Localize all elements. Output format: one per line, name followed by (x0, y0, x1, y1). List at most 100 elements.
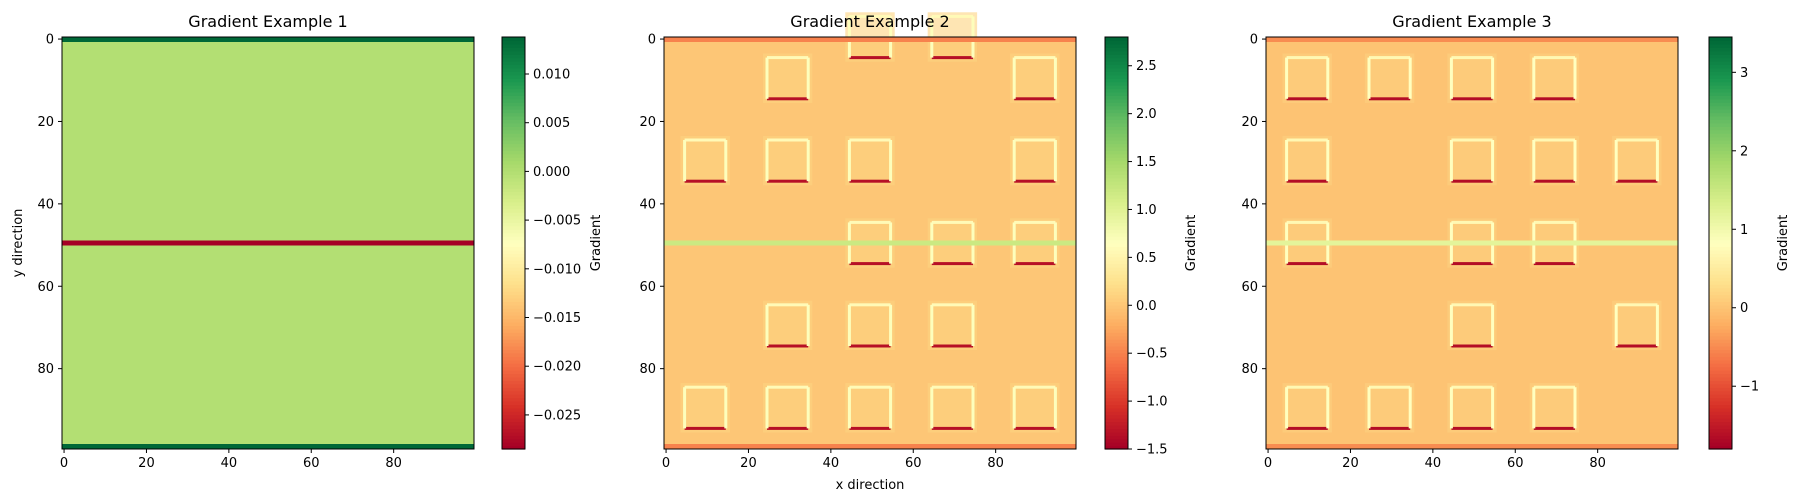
colorbar-segment (502, 277, 525, 282)
cell-edge (971, 304, 975, 346)
colorbar-segment (1709, 315, 1732, 320)
cell-edge (1491, 304, 1495, 346)
cell-edge (1369, 97, 1411, 101)
cell-halo (1529, 383, 1580, 433)
colorbar-segment (1709, 328, 1732, 333)
cell-edge (1533, 56, 1575, 60)
cell-halo (1612, 300, 1662, 351)
colorbar-segment (1709, 373, 1732, 378)
cell-edge (767, 97, 809, 101)
colorbar-segment (1709, 438, 1732, 443)
y-tick-label: 60 (1241, 280, 1258, 295)
colorbar-segment (502, 164, 525, 169)
cell-edge (931, 262, 973, 266)
panel-1: Gradient Example 1 0 20 40 60 80 0 20 40 60 80 y di… (11, 12, 604, 471)
cell-edge (1449, 387, 1453, 429)
colorbar-segment (502, 246, 525, 251)
colorbar-segment (1105, 126, 1128, 131)
colorbar-segment (1105, 366, 1128, 371)
colorbar-segment (502, 352, 525, 357)
colorbar-segment (1709, 54, 1732, 59)
cell-edge (1449, 140, 1453, 182)
colorbar-segment (1105, 280, 1128, 285)
colorbar-segment (1105, 442, 1128, 447)
chart-title: Gradient Example 1 (188, 12, 347, 31)
colorbar-segment (1105, 390, 1128, 395)
colorbar-segment (1709, 335, 1732, 340)
colorbar-segment (1709, 225, 1732, 230)
colorbar-segment (1709, 146, 1732, 151)
colorbar-segment (1105, 284, 1128, 289)
colorbar-segment (1105, 335, 1128, 340)
cell-halo (1529, 135, 1580, 186)
colorbar-segment (1709, 445, 1732, 450)
colorbar-segment (1105, 160, 1128, 165)
colorbar-segment (1709, 383, 1732, 388)
colorbar-segment (1105, 78, 1128, 83)
colorbar-segment (502, 280, 525, 285)
colorbar-segment (502, 318, 525, 323)
cell-edge (1491, 57, 1495, 99)
colorbar-segment (1105, 304, 1128, 309)
colorbar-segment (502, 424, 525, 429)
colorbar-segment (1105, 438, 1128, 443)
colorbar-segment (502, 294, 525, 299)
heatmap-row (62, 240, 474, 246)
colorbar-segment (1709, 280, 1732, 285)
cell-edge (1286, 426, 1328, 430)
colorbar-segment (1709, 356, 1732, 361)
colorbar-segment (1709, 167, 1732, 172)
colorbar-segment (1709, 267, 1732, 272)
colorbar-segment (1709, 387, 1732, 392)
colorbar-segment (1709, 246, 1732, 251)
cell-edge (849, 385, 891, 389)
colorbar-segment (1709, 366, 1732, 371)
colorbar-segment (1709, 164, 1732, 169)
heatmap-cell (845, 383, 895, 433)
plot-frame (663, 36, 1077, 450)
colorbar-segment (1709, 404, 1732, 409)
colorbar-segment (1105, 315, 1128, 320)
cell-edge (931, 220, 973, 224)
colorbar-segment (1709, 243, 1732, 248)
colorbar-segment (502, 64, 525, 69)
colorbar-segment (1709, 346, 1732, 351)
cell-halo (762, 135, 813, 186)
colorbar-segment (1105, 119, 1128, 124)
y-tick-label: 20 (1241, 115, 1258, 130)
colorbar-segment (1105, 236, 1128, 241)
colorbar-segment (502, 400, 525, 405)
colorbar-segment (502, 85, 525, 90)
cell-edge (1614, 304, 1618, 346)
colorbar-segment (1709, 177, 1732, 182)
colorbar-tick-label: −0.015 (533, 311, 581, 326)
cell-edge (1573, 57, 1577, 99)
colorbar-segment (502, 236, 525, 241)
cell-edge (1053, 387, 1057, 429)
cell-edge (1014, 426, 1056, 430)
colorbar-segment (502, 418, 525, 423)
colorbar-segment (1105, 363, 1128, 368)
colorbar-frame (1708, 36, 1733, 450)
colorbar-segment (502, 366, 525, 371)
cell-edge (1614, 140, 1618, 182)
colorbar-segment (502, 122, 525, 127)
y-tick-label: 0 (1250, 33, 1258, 48)
colorbar-segment (1105, 256, 1128, 261)
colorbar-segment (1105, 74, 1128, 79)
cell-edge (1533, 262, 1575, 266)
colorbar-segment (502, 421, 525, 426)
colorbar-tick-label: 1.0 (1136, 203, 1157, 218)
cell-edge (1014, 138, 1056, 142)
colorbar-segment (1709, 232, 1732, 237)
cell-edge (683, 140, 687, 182)
y-tick-label: 0 (46, 33, 54, 48)
colorbar-segment (502, 321, 525, 326)
cell-edge (1616, 344, 1658, 348)
cell-edge (765, 387, 769, 429)
colorbar-segment (1105, 43, 1128, 48)
cell-edge (767, 426, 809, 430)
colorbar-segment (502, 342, 525, 347)
colorbar-segment (1709, 249, 1732, 254)
cell-halo (845, 300, 895, 351)
